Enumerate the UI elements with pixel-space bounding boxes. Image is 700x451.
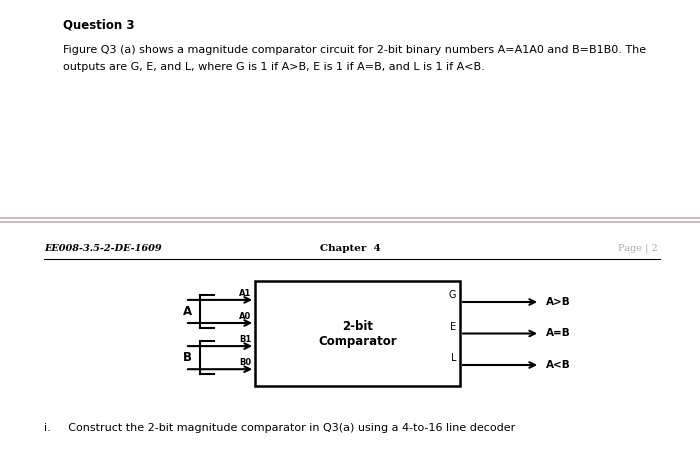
Text: A: A <box>183 305 192 318</box>
Text: A=B: A=B <box>546 328 570 339</box>
Text: L: L <box>451 353 456 363</box>
Text: 2-bit
Comparator: 2-bit Comparator <box>318 319 397 348</box>
Text: G: G <box>449 290 456 300</box>
Bar <box>255 281 460 386</box>
Text: A0: A0 <box>239 312 251 321</box>
Text: Question 3: Question 3 <box>63 18 134 31</box>
Text: EE008-3.5-2-DE-1609: EE008-3.5-2-DE-1609 <box>44 244 162 253</box>
Text: B: B <box>183 351 192 364</box>
Text: A1: A1 <box>239 289 251 298</box>
Text: i.     Construct the 2-bit magnitude comparator in Q3(a) using a 4-to-16 line de: i. Construct the 2-bit magnitude compara… <box>44 423 515 433</box>
Text: B0: B0 <box>239 358 251 367</box>
Text: Figure Q3 (a) shows a magnitude comparator circuit for 2-bit binary numbers A=A1: Figure Q3 (a) shows a magnitude comparat… <box>63 45 646 55</box>
Text: B1: B1 <box>239 335 251 344</box>
Text: A<B: A<B <box>546 360 570 370</box>
Text: Chapter  4: Chapter 4 <box>320 244 380 253</box>
Text: E: E <box>450 322 456 331</box>
Text: A>B: A>B <box>546 297 570 307</box>
Text: Page | 2: Page | 2 <box>618 243 658 253</box>
Text: outputs are G, E, and L, where G is 1 if A>B, E is 1 if A=B, and L is 1 if A<B.: outputs are G, E, and L, where G is 1 if… <box>63 62 484 72</box>
